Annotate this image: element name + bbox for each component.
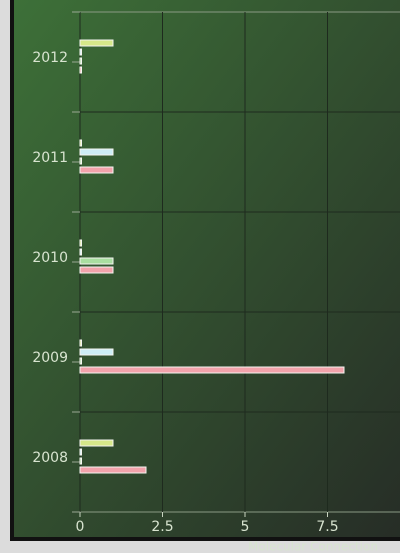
- panel: [14, 0, 400, 537]
- x-tick-label: 7.5: [316, 519, 338, 535]
- bar: [79, 157, 82, 165]
- bar: [79, 366, 345, 374]
- x-axis-label: Molecular Connection: [248, 540, 378, 553]
- bar: [79, 266, 114, 274]
- bar: [79, 239, 82, 247]
- y-tick-label: 2008: [32, 450, 68, 466]
- bar: [79, 66, 82, 74]
- bar: [79, 348, 114, 356]
- x-tick-label: 2.5: [151, 519, 173, 535]
- bar: [79, 139, 82, 147]
- bar: [79, 166, 114, 174]
- y-tick-label: 2009: [32, 350, 68, 366]
- bar: [79, 466, 147, 474]
- y-tick-label: 2011: [32, 150, 68, 166]
- x-tick-label: 5: [241, 519, 250, 535]
- x-tick-label: 0: [76, 519, 85, 535]
- bar: [79, 48, 82, 56]
- y-tick-label: 2012: [32, 50, 68, 66]
- bar: [79, 39, 114, 47]
- bar: [79, 148, 114, 156]
- bar: [79, 357, 82, 365]
- y-tick-label: 2010: [32, 250, 68, 266]
- bar: [79, 439, 114, 447]
- bar: [79, 248, 82, 256]
- bar: [79, 448, 82, 456]
- bar: [79, 257, 114, 265]
- bar: [79, 457, 82, 465]
- bar: [79, 57, 82, 65]
- bar: [79, 339, 82, 347]
